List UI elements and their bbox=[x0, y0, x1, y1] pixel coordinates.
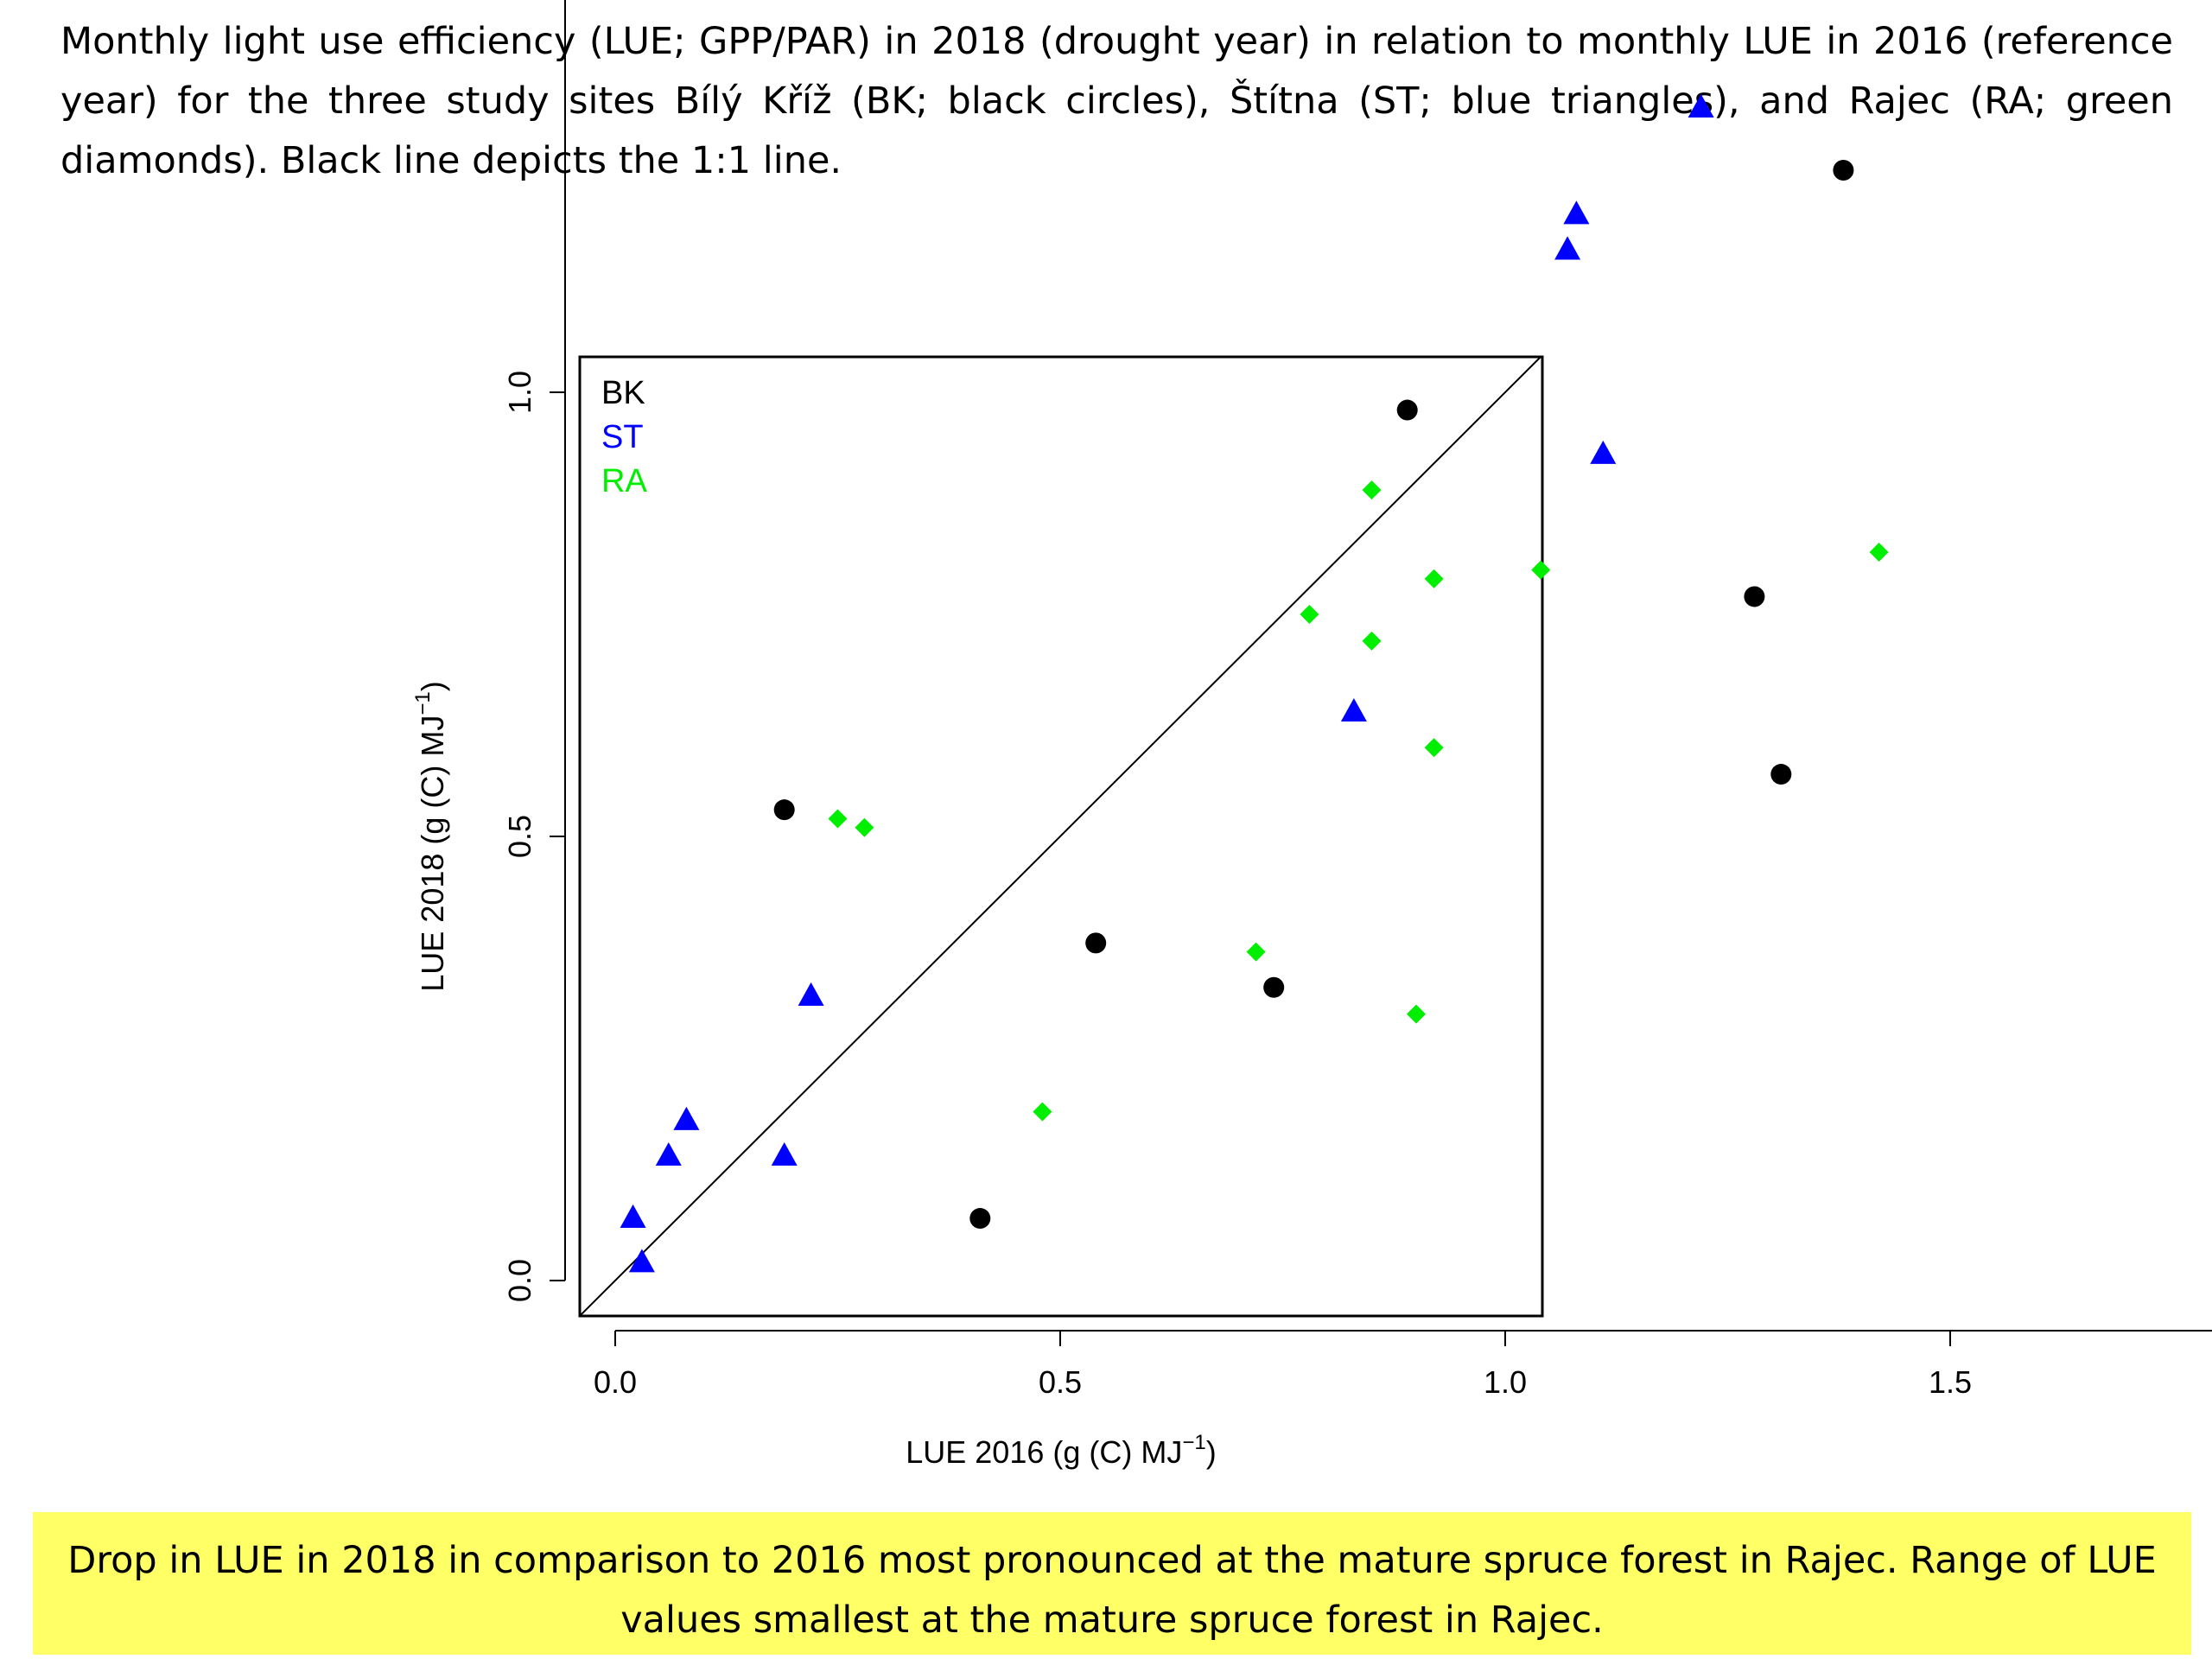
legend-entry-ra: RA bbox=[601, 463, 647, 499]
y-axis-label-end: ) bbox=[415, 681, 450, 691]
point-st bbox=[771, 1141, 798, 1166]
one-to-one-line bbox=[579, 356, 1541, 1317]
figure-caption: Monthly light use efficiency (LUE; GPP/P… bbox=[60, 20, 2173, 182]
point-bk bbox=[1396, 399, 1418, 421]
x-axis-label-end: ) bbox=[1206, 1434, 1217, 1470]
legend-entry-st: ST bbox=[601, 419, 644, 455]
point-bk bbox=[969, 1208, 991, 1230]
plot-frame bbox=[578, 355, 1544, 1318]
x-axis-label-sup: −1 bbox=[1182, 1431, 1205, 1454]
point-st bbox=[1554, 236, 1581, 260]
point-st bbox=[620, 1204, 646, 1228]
point-st bbox=[798, 982, 824, 1006]
y-tick-label: 1.0 bbox=[502, 371, 537, 414]
point-st bbox=[628, 1249, 655, 1273]
x-tick-label: 1.5 bbox=[1929, 1364, 1972, 1400]
x-tick-label: 0.0 bbox=[594, 1364, 637, 1400]
conclusion-text: Drop in LUE in 2018 in comparison to 201… bbox=[67, 1539, 2157, 1642]
point-ra bbox=[1407, 1004, 1426, 1024]
x-tick-label: 0.5 bbox=[1039, 1364, 1082, 1400]
point-ra bbox=[1869, 543, 1889, 563]
x-axis-label: LUE 2016 (g (C) MJ−1) bbox=[906, 1431, 1216, 1470]
point-ra bbox=[1531, 560, 1551, 580]
point-ra bbox=[855, 817, 874, 837]
point-ra bbox=[828, 809, 848, 829]
y-axis-label: LUE 2018 (g (C) MJ−1) bbox=[411, 681, 450, 991]
point-st bbox=[1688, 93, 1714, 118]
point-st bbox=[1563, 200, 1590, 225]
point-ra bbox=[1362, 480, 1382, 500]
point-bk bbox=[773, 799, 795, 821]
point-ra bbox=[1300, 605, 1319, 624]
legend-entry-bk: BK bbox=[601, 375, 645, 411]
x-tick-label: 1.0 bbox=[1484, 1364, 1527, 1400]
conclusion-box: Drop in LUE in 2018 in comparison to 201… bbox=[33, 1512, 2191, 1655]
point-bk bbox=[1744, 586, 1765, 607]
point-ra bbox=[1033, 1102, 1052, 1122]
point-st bbox=[1590, 440, 1617, 464]
point-ra bbox=[1246, 942, 1266, 962]
point-bk bbox=[1833, 160, 1854, 181]
point-st bbox=[655, 1141, 682, 1166]
y-tick-label: 0.0 bbox=[502, 1259, 537, 1302]
x-axis-label-main: LUE 2016 (g (C) MJ bbox=[906, 1434, 1182, 1470]
point-bk bbox=[1770, 764, 1792, 785]
point-ra bbox=[1424, 738, 1444, 758]
point-ra bbox=[1424, 569, 1444, 588]
point-bk bbox=[1085, 932, 1107, 954]
point-bk bbox=[1263, 976, 1285, 998]
y-axis-label-main: LUE 2018 (g (C) MJ bbox=[415, 715, 450, 992]
y-axis-label-sup: −1 bbox=[411, 691, 435, 715]
point-st bbox=[1340, 697, 1367, 721]
point-st bbox=[673, 1106, 700, 1130]
y-tick-label: 0.5 bbox=[502, 815, 537, 858]
point-ra bbox=[1362, 631, 1382, 651]
